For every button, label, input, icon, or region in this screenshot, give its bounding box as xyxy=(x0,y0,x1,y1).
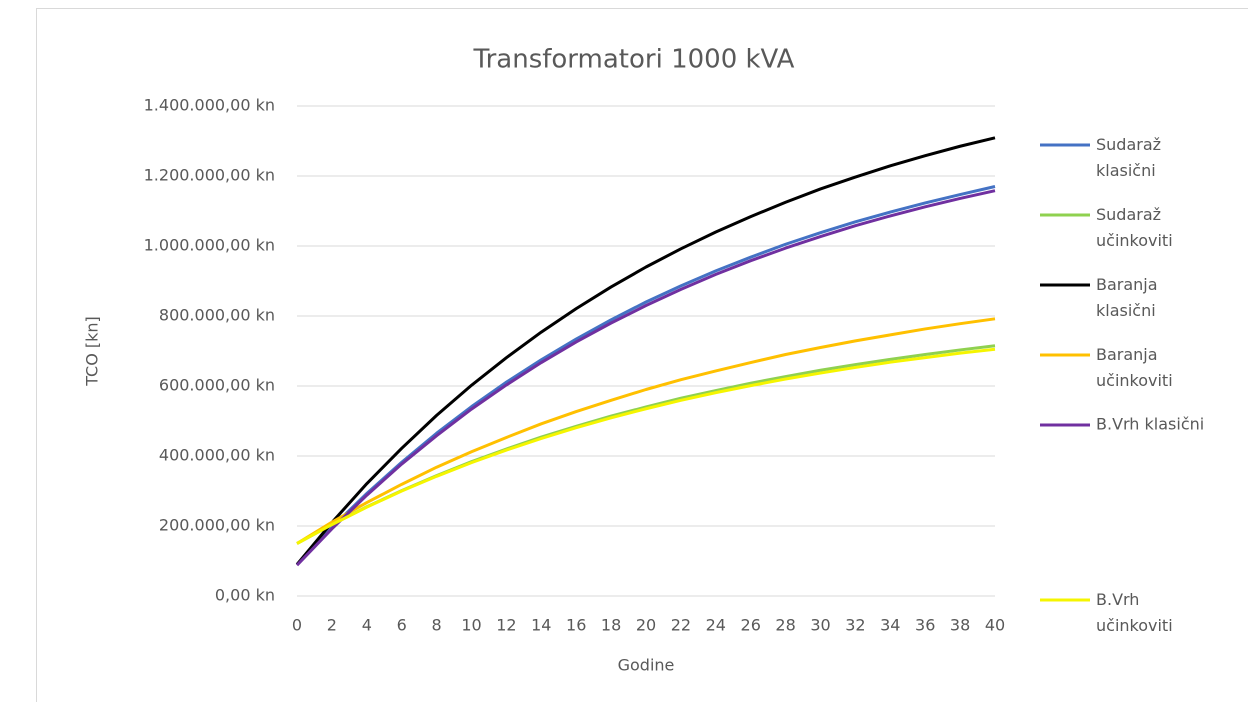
x-tick-label: 22 xyxy=(671,616,691,635)
legend-label: B.Vrh učinkoviti xyxy=(1096,590,1173,635)
x-tick-label: 40 xyxy=(985,616,1005,635)
series-line xyxy=(295,136,996,566)
x-tick-label: 34 xyxy=(880,616,900,635)
x-tick-label: 14 xyxy=(531,616,551,635)
series-line xyxy=(295,189,996,567)
y-tick-label: 1.200.000,00 kn xyxy=(144,166,275,185)
series-line xyxy=(295,185,996,566)
x-tick-label: 6 xyxy=(397,616,407,635)
y-tick-label: 1.400.000,00 kn xyxy=(144,96,275,115)
x-tick-label: 2 xyxy=(327,616,337,635)
legend-label: Baranja klasični xyxy=(1096,275,1158,320)
y-axis-label: TCO [kn] xyxy=(83,316,102,387)
y-tick-label: 200.000,00 kn xyxy=(159,516,275,535)
y-tick-label: 800.000,00 kn xyxy=(159,306,275,325)
legend-label: Sudaraž klasični xyxy=(1096,135,1161,180)
legend-label: B.Vrh klasični xyxy=(1096,415,1204,434)
x-tick-label: 4 xyxy=(362,616,372,635)
x-tick-label: 26 xyxy=(741,616,761,635)
x-axis-label: Godine xyxy=(618,656,675,675)
x-tick-label: 12 xyxy=(496,616,516,635)
x-tick-label: 0 xyxy=(292,616,302,635)
x-tick-label: 32 xyxy=(845,616,865,635)
x-tick-label: 8 xyxy=(432,616,442,635)
x-tick-label: 18 xyxy=(601,616,621,635)
y-tick-label: 0,00 kn xyxy=(215,586,275,605)
y-tick-label: 600.000,00 kn xyxy=(159,376,275,395)
chart-title: Transformatori 1000 kVA xyxy=(473,45,795,75)
x-tick-label: 38 xyxy=(950,616,970,635)
x-tick-label: 24 xyxy=(706,616,726,635)
legend-label: Sudaraž učinkoviti xyxy=(1096,205,1173,250)
y-tick-label: 1.000.000,00 kn xyxy=(144,236,275,255)
series-line xyxy=(296,347,996,545)
y-tick-label: 400.000,00 kn xyxy=(159,446,275,465)
x-tick-label: 20 xyxy=(636,616,656,635)
x-tick-label: 30 xyxy=(810,616,830,635)
x-tick-label: 28 xyxy=(775,616,795,635)
series-line xyxy=(296,317,996,545)
legend-label: Baranja učinkoviti xyxy=(1096,345,1173,390)
x-tick-label: 16 xyxy=(566,616,586,635)
x-tick-label: 36 xyxy=(915,616,935,635)
x-tick-label: 10 xyxy=(461,616,481,635)
